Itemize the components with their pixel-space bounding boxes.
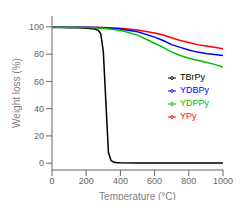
svg-text:Weight loss (%): Weight loss (%) xyxy=(11,58,22,128)
svg-text:400: 400 xyxy=(113,176,128,186)
svg-text:Temperature (°C): Temperature (°C) xyxy=(99,191,176,200)
svg-text:60: 60 xyxy=(34,77,44,87)
svg-text:800: 800 xyxy=(181,176,196,186)
svg-text:600: 600 xyxy=(147,176,162,186)
html-text:TBrPy: TBrPy xyxy=(180,72,205,82)
svg-text:0: 0 xyxy=(49,176,54,186)
html-text:YPy: YPy xyxy=(180,111,197,121)
html-text:YDBPy: YDBPy xyxy=(180,85,209,95)
svg-text:20: 20 xyxy=(34,131,44,141)
svg-text:80: 80 xyxy=(34,49,44,59)
svg-text:200: 200 xyxy=(79,176,94,186)
svg-text:0: 0 xyxy=(39,158,44,168)
svg-text:100: 100 xyxy=(29,22,44,32)
svg-text:40: 40 xyxy=(34,104,44,114)
html-text:YDPPy: YDPPy xyxy=(180,98,209,108)
svg-text:1000: 1000 xyxy=(213,176,233,186)
